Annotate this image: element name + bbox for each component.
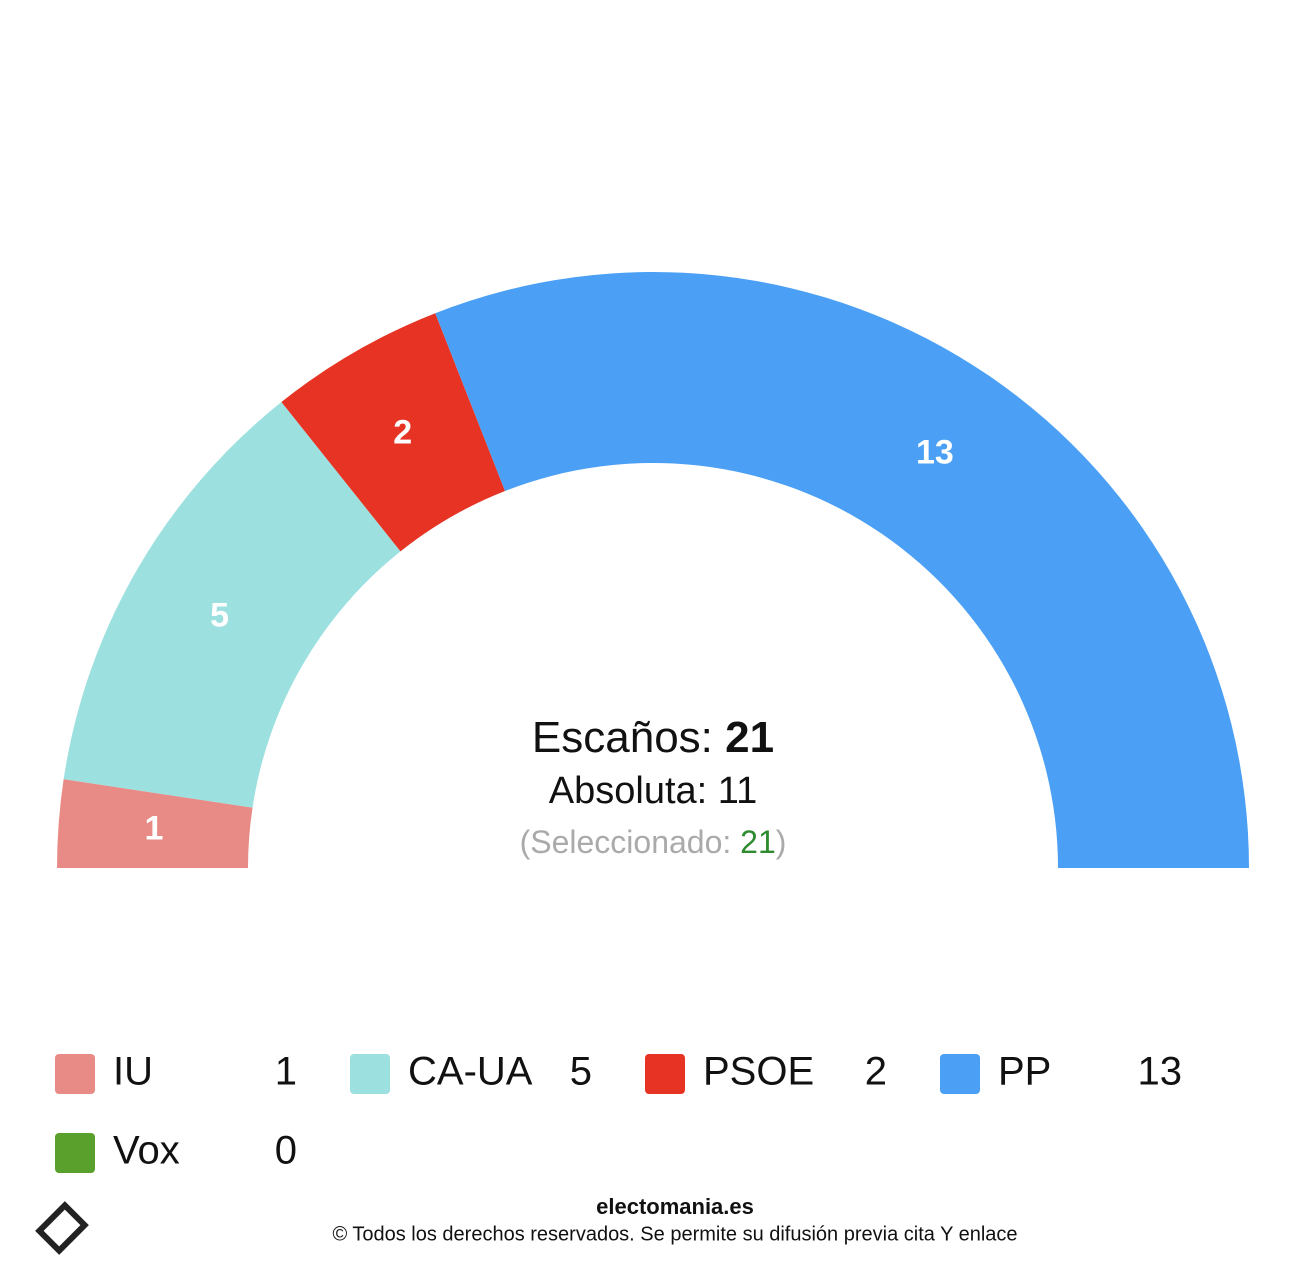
site-logo — [35, 1201, 89, 1255]
seat-segment — [435, 272, 1250, 868]
legend-value: 5 — [570, 1050, 592, 1094]
data-label: 5 — [210, 597, 229, 635]
selected-close: ) — [776, 824, 787, 860]
seats-text: Escaños: 21 — [532, 713, 774, 762]
seat-segment — [281, 313, 506, 552]
legend-name: CA-UA — [408, 1050, 533, 1094]
seat-segment — [57, 779, 253, 868]
legend-value: 2 — [865, 1050, 887, 1094]
majority-label: Absoluta: — [549, 770, 707, 812]
seats-label: Escaños: — [532, 713, 713, 762]
majority-text: Absoluta: 11 — [549, 770, 757, 812]
legend-icon — [55, 1054, 95, 1094]
selected-text: (Seleccionado: 21) — [520, 824, 787, 860]
legend-value: 0 — [275, 1129, 297, 1173]
legend-name: PP — [998, 1050, 1051, 1094]
seat-segment — [63, 402, 401, 808]
footer-copyright: © Todos los derechos reservados. Se perm… — [332, 1223, 1017, 1245]
legend-icon — [940, 1054, 980, 1094]
data-label: 2 — [393, 414, 412, 452]
logo-shape — [35, 1201, 89, 1255]
legend-icon — [55, 1133, 95, 1173]
seats-total: 21 — [725, 713, 774, 762]
selected-value: 21 — [740, 824, 776, 860]
legend-value: 13 — [1138, 1050, 1183, 1094]
selected-label: (Seleccionado: — [520, 824, 732, 860]
legend-name: IU — [113, 1050, 153, 1094]
legend-icon — [350, 1054, 390, 1094]
data-label: 13 — [916, 433, 954, 471]
legend-name: PSOE — [703, 1050, 814, 1094]
majority-value: 11 — [718, 770, 757, 812]
legend-name: Vox — [113, 1129, 180, 1173]
footer-site: electomania.es — [596, 1194, 754, 1219]
legend-icon — [645, 1054, 685, 1094]
legend-value: 1 — [275, 1050, 297, 1094]
data-label: 1 — [144, 810, 163, 848]
